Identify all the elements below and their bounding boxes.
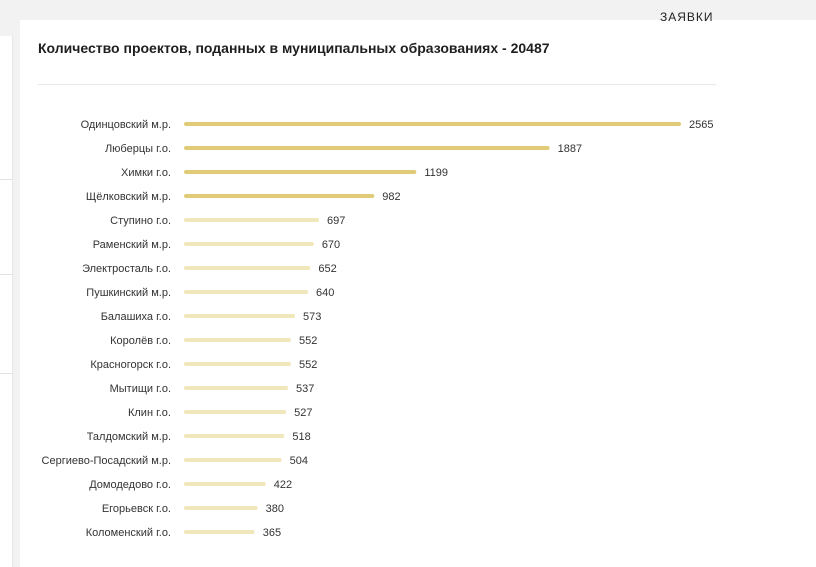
bar[interactable] — [184, 146, 550, 150]
value-label: 652 — [318, 263, 336, 275]
value-label: 697 — [327, 215, 345, 227]
value-label: 380 — [266, 503, 284, 515]
category-label: Королёв г.о. — [110, 335, 171, 347]
left-panel-divider — [0, 373, 12, 374]
value-label: 504 — [290, 455, 308, 467]
category-label: Клин г.о. — [128, 407, 171, 419]
value-label: 552 — [299, 359, 317, 371]
left-panel — [0, 36, 13, 567]
value-label: 365 — [263, 527, 281, 539]
category-label: Одинцовский м.р. — [81, 119, 171, 131]
top-cut-label: ЗАЯВКИ — [660, 10, 714, 24]
value-label: 640 — [316, 287, 334, 299]
left-panel-divider — [0, 179, 12, 180]
chart-card: ЗАЯВКИ Количество проектов, поданных в м… — [20, 10, 816, 567]
bar[interactable] — [184, 386, 289, 390]
chart-title: Количество проектов, поданных в муниципа… — [38, 40, 550, 56]
category-label: Коломенский г.о. — [86, 527, 171, 539]
value-label: 518 — [292, 431, 310, 443]
value-label: 573 — [303, 311, 321, 323]
bar[interactable] — [184, 458, 282, 462]
bar[interactable] — [184, 434, 285, 438]
title-divider — [38, 84, 716, 85]
bar[interactable] — [184, 506, 258, 510]
value-label: 527 — [294, 407, 312, 419]
bar[interactable] — [184, 410, 287, 414]
category-label: Щёлковский м.р. — [86, 191, 171, 203]
top-cut-text: ЗАЯВКИ — [660, 10, 740, 24]
bar[interactable] — [184, 362, 291, 366]
bar[interactable] — [184, 482, 266, 486]
value-label: 670 — [322, 239, 340, 251]
category-label: Домодедово г.о. — [89, 479, 171, 491]
category-label: Электросталь г.о. — [82, 263, 171, 275]
value-label: 422 — [274, 479, 292, 491]
bar[interactable] — [184, 242, 314, 246]
bar[interactable] — [184, 314, 296, 318]
value-label: 537 — [296, 383, 314, 395]
bar[interactable] — [184, 266, 311, 270]
bar[interactable] — [184, 122, 681, 126]
category-label: Балашиха г.о. — [101, 311, 171, 323]
value-label: 982 — [382, 191, 400, 203]
left-panel-divider — [0, 274, 12, 275]
bar[interactable] — [184, 530, 255, 534]
category-label: Ступино г.о. — [110, 215, 171, 227]
category-label: Красногорск г.о. — [90, 359, 171, 371]
value-label: 1887 — [558, 143, 582, 155]
category-label: Сергиево-Посадский м.р. — [42, 455, 171, 467]
value-label: 2565 — [689, 119, 713, 131]
category-label: Химки г.о. — [121, 167, 171, 179]
bar[interactable] — [184, 218, 320, 222]
category-label: Пушкинский м.р. — [86, 287, 171, 299]
category-label: Егорьевск г.о. — [102, 503, 171, 515]
bar[interactable] — [184, 290, 309, 294]
category-label: Талдомский м.р. — [87, 431, 171, 443]
bar[interactable] — [184, 338, 291, 342]
bar-chart: Одинцовский м.р. 2565 Люберцы г.о. 1887 Химк… — [42, 119, 714, 539]
value-label: 552 — [299, 335, 317, 347]
category-label: Мытищи г.о. — [110, 383, 171, 395]
category-label: Люберцы г.о. — [105, 143, 171, 155]
category-label: Раменский м.р. — [93, 239, 171, 251]
value-label: 1199 — [424, 167, 448, 179]
bar[interactable] — [184, 170, 417, 174]
bar[interactable] — [184, 194, 375, 198]
